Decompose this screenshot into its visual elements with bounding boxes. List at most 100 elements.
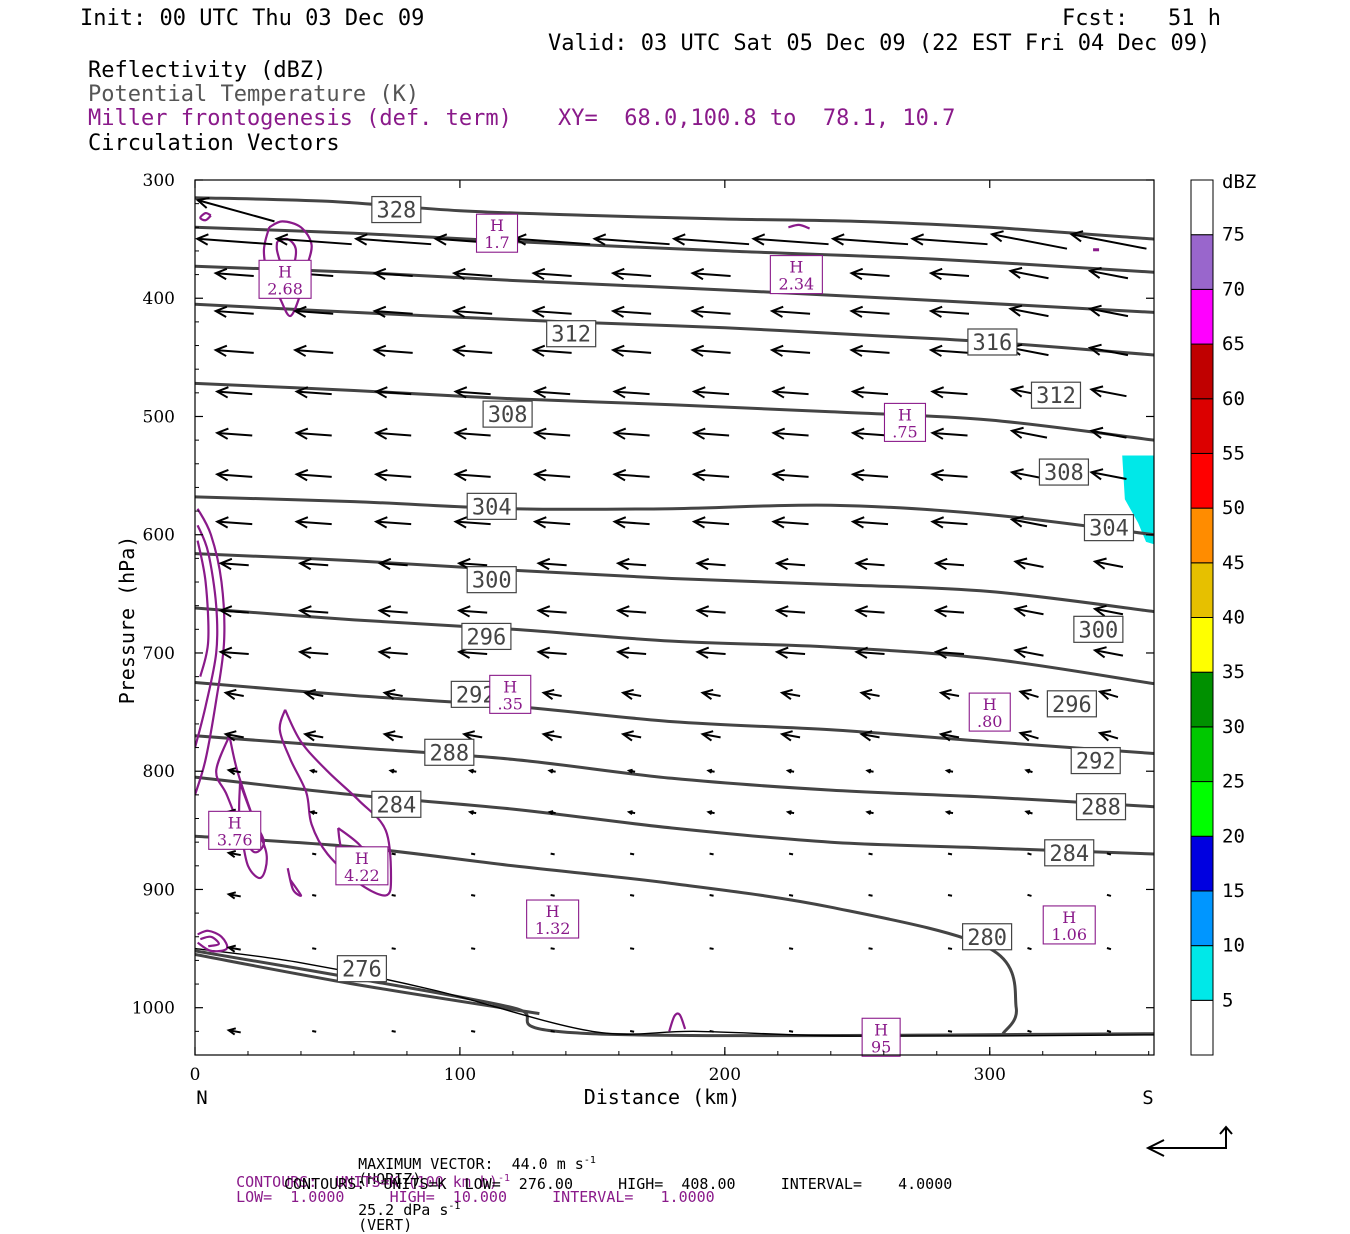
circulation-vector: [197, 199, 275, 223]
circulation-vector-head: [218, 646, 233, 659]
circulation-vector: [374, 349, 413, 354]
circulation-vector-head: [690, 267, 705, 281]
circulation-vector-head: [849, 305, 864, 318]
x-tick-label: 300: [974, 1065, 1006, 1085]
circulation-vector: [1099, 690, 1119, 699]
circulation-vector: [305, 733, 324, 739]
y-tick-label: 1000: [132, 999, 175, 1019]
circulation-vector: [515, 237, 591, 246]
circulation-vector: [463, 733, 483, 739]
circulation-vector-head: [859, 730, 873, 742]
circulation-vector-head: [774, 557, 789, 571]
circulation-vector: [1010, 307, 1049, 318]
circulation-vector-head: [938, 730, 952, 742]
circulation-vector-head: [382, 688, 396, 700]
circulation-vector: [832, 237, 909, 246]
colorbar-tick-label: 5: [1222, 989, 1233, 1011]
circulation-vector: [991, 233, 1068, 250]
circulation-vector: [912, 237, 988, 246]
circulation-vector: [470, 894, 476, 897]
theta-label-304: 304: [472, 495, 512, 520]
circulation-vector: [694, 473, 730, 478]
circulation-vector-head: [1013, 557, 1028, 570]
circulation-vector-head: [1092, 646, 1107, 659]
circulation-vector-head: [372, 305, 387, 318]
frontogenesis-contour: [286, 867, 303, 897]
maximum-letter: H: [789, 258, 803, 277]
circulation-vector: [629, 1030, 635, 1033]
colorbar-bin: [1190, 617, 1214, 673]
circulation-vector-head: [849, 344, 864, 357]
circulation-vector: [868, 894, 873, 897]
colorbar-tick-label: 30: [1222, 716, 1245, 738]
circulation-vector: [379, 609, 408, 614]
circulation-vector: [692, 310, 731, 315]
x-tick-label: 0: [190, 1065, 201, 1085]
colorbar-bin: [1190, 726, 1214, 783]
circulation-vector: [1094, 649, 1124, 657]
circulation-vector-head: [297, 646, 312, 659]
circulation-vector: [697, 650, 726, 655]
maximum-box: [208, 810, 262, 850]
frontogenesis-contour: [278, 709, 393, 897]
circulation-vector: [1091, 471, 1127, 480]
circulation-vector: [1094, 607, 1124, 616]
circulation-vector: [543, 733, 562, 739]
circulation-vector-head: [849, 267, 864, 281]
colorbar-tick-label: 60: [1222, 388, 1245, 410]
field-frontogenesis: Miller frontogenesis (def. term): [88, 106, 512, 131]
circulation-vector: [356, 237, 432, 246]
circulation-vector-head: [226, 849, 237, 859]
circulation-vector: [220, 562, 249, 567]
circulation-vector: [697, 609, 726, 614]
circulation-vector: [535, 390, 571, 396]
circulation-vector-head: [779, 688, 793, 700]
circulation-vector-head: [1069, 230, 1084, 243]
circulation-vector-head: [691, 427, 706, 440]
maximum-value: 1.06: [1051, 925, 1087, 944]
circulation-vector-head: [930, 468, 945, 482]
circulation-vector: [1015, 607, 1044, 616]
theta-label-288-b: 288: [1081, 796, 1121, 821]
circulation-vector: [543, 691, 562, 697]
circulation-vector-head: [532, 516, 547, 529]
cross-section-plot: 3283163123123083083043043003002962962922…: [115, 171, 1256, 1157]
circulation-vector: [776, 609, 806, 614]
theta-contour-304: [195, 552, 1154, 614]
circulation-vector: [773, 520, 809, 526]
colorbar-bin: [1190, 398, 1214, 454]
theta-contour-296: [195, 681, 1154, 755]
maximum-letter: H: [983, 695, 997, 714]
circulation-vector: [312, 894, 317, 897]
y-axis-title: Pressure (hPa): [115, 536, 139, 705]
maximum-value: 1.32: [535, 919, 571, 938]
circulation-vector: [856, 562, 885, 567]
theta-contour-284: [195, 834, 1018, 1035]
maximum-box: [335, 846, 389, 886]
colorbar-unit: dBZ: [1222, 171, 1256, 193]
circulation-vector: [538, 609, 567, 614]
theta-label-276: 276: [342, 958, 382, 983]
circulation-vector-head: [294, 427, 309, 440]
theta-label-304-b-box: [1083, 514, 1135, 542]
circulation-vector-head: [850, 427, 865, 440]
circulation-vector-head: [292, 305, 307, 318]
x-axis-title: Distance (km): [584, 1085, 741, 1109]
circulation-vector-head: [353, 233, 368, 246]
theta-label-312-b-box: [1030, 381, 1082, 409]
circulation-vector: [852, 473, 889, 478]
circulation-vector: [379, 562, 408, 567]
circulation-vector: [932, 390, 968, 396]
circulation-vector-head: [928, 305, 943, 318]
circulation-vector: [1027, 893, 1032, 897]
terrain-line: [195, 947, 1154, 1037]
circulation-vector-head: [774, 646, 789, 659]
circulation-vector-head: [854, 605, 869, 618]
circulation-vector-head: [213, 267, 228, 281]
colorbar-tick-label: 35: [1222, 661, 1245, 683]
circulation-vector: [930, 310, 970, 315]
circulation-vector-head: [223, 688, 237, 700]
circulation-vector: [215, 272, 254, 277]
axes: 0 100 200 300 300 400 500 600 700 800 900 1000: [132, 171, 1154, 1085]
field-theta: Potential Temperature (K): [88, 82, 420, 107]
